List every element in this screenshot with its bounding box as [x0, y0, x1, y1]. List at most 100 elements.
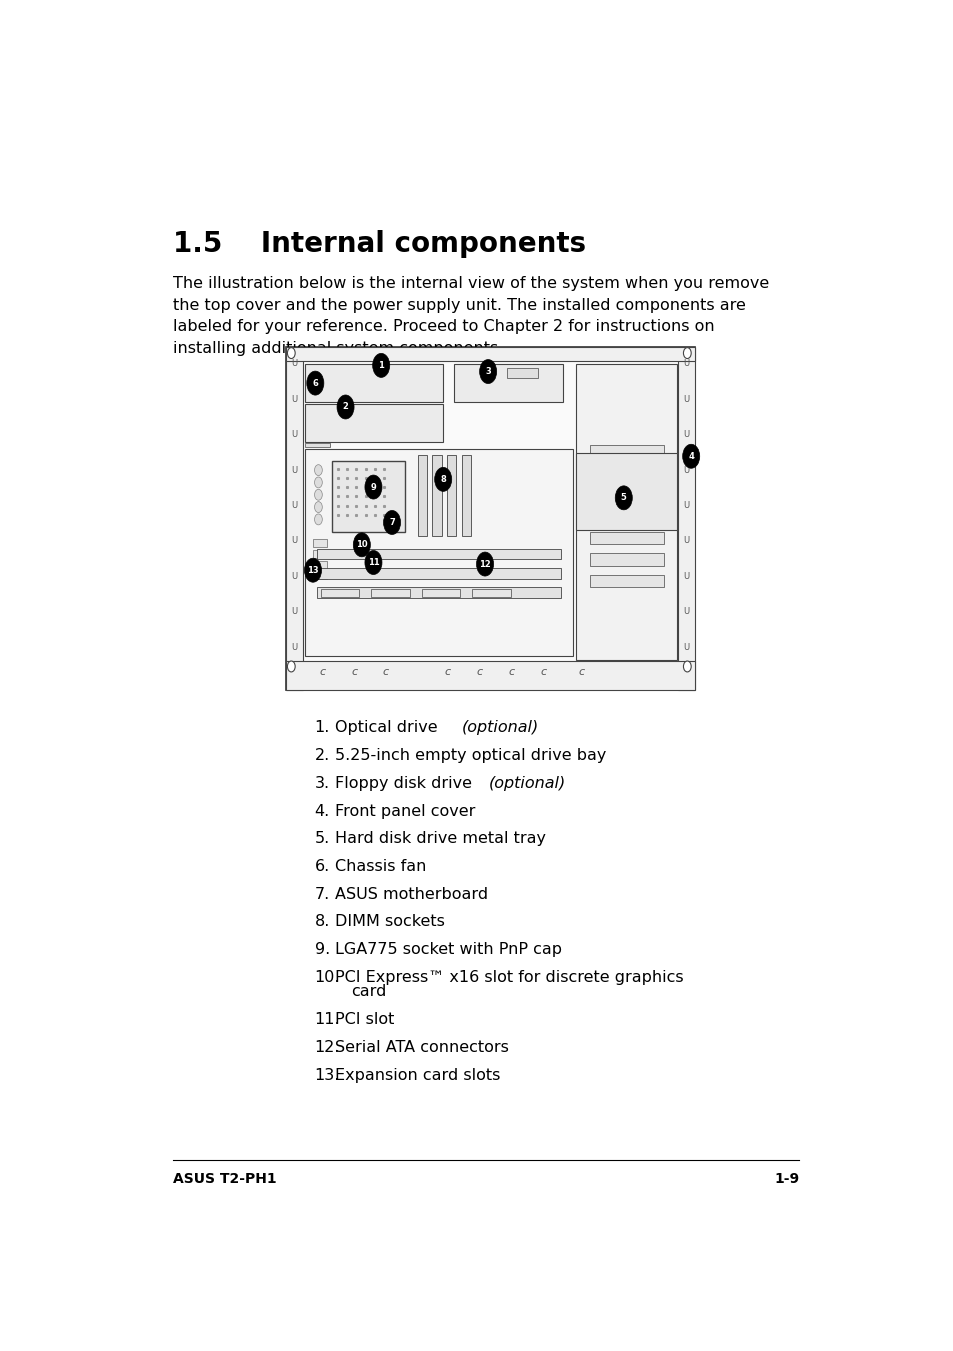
Bar	[576, 453, 677, 530]
Text: Hard disk drive metal tray: Hard disk drive metal tray	[335, 831, 545, 846]
Text: ASUS T2-PH1: ASUS T2-PH1	[173, 1171, 276, 1186]
Text: card: card	[351, 985, 386, 1000]
Bar	[417, 455, 427, 535]
Bar	[313, 539, 327, 547]
Bar	[316, 588, 560, 598]
Text: 13: 13	[307, 566, 318, 574]
Text: 10.: 10.	[314, 970, 339, 985]
Text: U: U	[291, 608, 297, 616]
Bar	[576, 363, 677, 659]
Text: Chassis fan: Chassis fan	[335, 859, 426, 874]
Bar	[316, 549, 560, 559]
Bar	[286, 347, 695, 361]
Text: U: U	[291, 430, 297, 439]
Text: 9: 9	[370, 482, 375, 492]
Text: ASUS motherboard: ASUS motherboard	[335, 886, 487, 901]
Text: U: U	[291, 466, 297, 474]
Bar	[447, 455, 456, 535]
Circle shape	[435, 467, 452, 492]
Bar	[590, 467, 663, 480]
Circle shape	[314, 477, 322, 488]
Bar	[305, 404, 443, 442]
Text: U: U	[291, 643, 297, 651]
Bar	[506, 367, 537, 378]
Text: 4: 4	[687, 451, 694, 461]
Text: 4.: 4.	[314, 804, 330, 819]
Text: 5: 5	[620, 493, 626, 503]
Text: The illustration below is the internal view of the system when you remove
the to: The illustration below is the internal v…	[173, 276, 769, 355]
Bar	[461, 455, 471, 535]
Circle shape	[479, 359, 497, 384]
Text: Front panel cover: Front panel cover	[335, 804, 475, 819]
Text: DIMM sockets: DIMM sockets	[335, 915, 444, 929]
Text: 1.: 1.	[314, 720, 330, 735]
Text: 9.: 9.	[314, 942, 330, 957]
Circle shape	[365, 476, 381, 499]
Circle shape	[373, 354, 390, 377]
Text: PCI slot: PCI slot	[335, 1012, 394, 1027]
Text: Expansion card slots: Expansion card slots	[335, 1067, 499, 1082]
Bar	[590, 574, 663, 588]
Text: c: c	[539, 667, 546, 677]
Circle shape	[336, 394, 354, 419]
Text: 7.: 7.	[314, 886, 330, 901]
Bar	[286, 661, 695, 689]
Text: U: U	[682, 466, 689, 474]
Text: 6.: 6.	[314, 859, 330, 874]
Circle shape	[287, 661, 294, 671]
Text: 3.: 3.	[314, 775, 330, 790]
Circle shape	[383, 511, 400, 535]
Text: U: U	[682, 430, 689, 439]
Text: Optical drive: Optical drive	[335, 720, 442, 735]
Text: 12: 12	[478, 559, 491, 569]
Text: c: c	[508, 667, 514, 677]
Bar	[421, 589, 459, 597]
Circle shape	[682, 661, 691, 671]
Circle shape	[314, 501, 322, 512]
Bar	[590, 446, 663, 458]
Text: c: c	[382, 667, 389, 677]
Circle shape	[615, 486, 632, 509]
Text: 11: 11	[367, 558, 379, 567]
Text: U: U	[291, 359, 297, 369]
Text: U: U	[682, 536, 689, 546]
Bar	[286, 347, 695, 689]
Text: 8: 8	[440, 474, 446, 484]
Text: 2.: 2.	[314, 748, 330, 763]
Text: 7: 7	[389, 517, 395, 527]
Bar	[286, 347, 303, 689]
Circle shape	[353, 532, 370, 557]
Text: Serial ATA connectors: Serial ATA connectors	[335, 1040, 508, 1055]
Circle shape	[682, 444, 699, 469]
Bar	[313, 571, 327, 580]
Text: 5.25-inch empty optical drive bay: 5.25-inch empty optical drive bay	[335, 748, 605, 763]
Text: c: c	[319, 667, 325, 677]
Bar	[590, 554, 663, 566]
Circle shape	[476, 553, 493, 576]
Bar	[678, 347, 695, 689]
Text: 8.: 8.	[314, 915, 330, 929]
Text: 1.5    Internal components: 1.5 Internal components	[173, 230, 586, 258]
Bar	[590, 511, 663, 523]
Text: U: U	[682, 608, 689, 616]
Text: U: U	[682, 359, 689, 369]
Bar	[371, 589, 410, 597]
Text: 5.: 5.	[314, 831, 330, 846]
Bar	[313, 561, 327, 569]
Circle shape	[314, 465, 322, 476]
Text: 1-9: 1-9	[774, 1171, 799, 1186]
Text: 2: 2	[342, 403, 348, 412]
Circle shape	[682, 347, 691, 358]
Text: 3: 3	[485, 367, 491, 376]
Bar	[320, 589, 359, 597]
Text: U: U	[291, 571, 297, 581]
Text: 10: 10	[355, 540, 367, 550]
Bar	[454, 363, 562, 403]
Text: U: U	[682, 643, 689, 651]
Circle shape	[287, 347, 294, 358]
Text: 6: 6	[312, 378, 318, 388]
Circle shape	[365, 550, 381, 574]
Circle shape	[304, 558, 321, 582]
Text: LGA775 socket with PnP cap: LGA775 socket with PnP cap	[335, 942, 561, 957]
Bar	[316, 567, 560, 578]
